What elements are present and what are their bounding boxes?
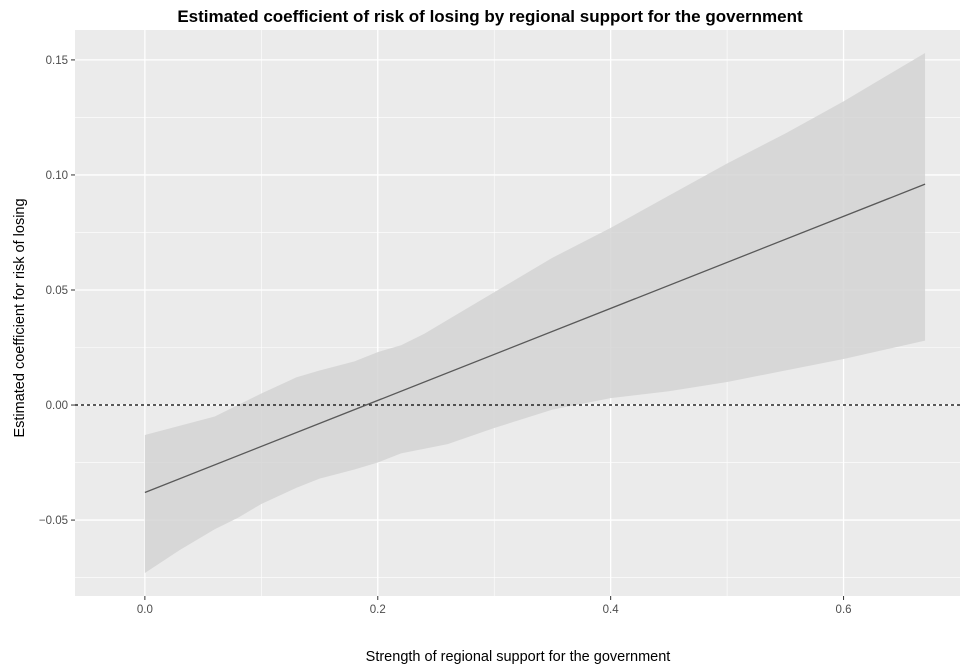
y-axis-title: Estimated coefficient for risk of losing bbox=[12, 198, 28, 437]
x-tick-label: 0.0 bbox=[137, 604, 153, 616]
y-tick-label: 0.15 bbox=[46, 55, 68, 67]
y-axis-ticks: −0.05 0.00 0.05 0.10 0.15 bbox=[39, 55, 75, 527]
estimate-line bbox=[144, 183, 926, 494]
y-tick-label: 0.10 bbox=[46, 170, 68, 182]
confidence-ribbon bbox=[144, 53, 926, 573]
x-tick-label: 0.6 bbox=[836, 604, 852, 616]
x-axis-title: Strength of regional support for the gov… bbox=[366, 649, 671, 665]
x-tick-label: 0.2 bbox=[370, 604, 386, 616]
x-tick-label: 0.4 bbox=[603, 604, 620, 616]
y-tick-label: 0.05 bbox=[46, 285, 68, 297]
x-axis-ticks: 0.0 0.2 0.4 0.6 bbox=[137, 596, 852, 616]
y-tick-label: 0.00 bbox=[46, 400, 68, 412]
chart-title: Estimated coefficient of risk of losing … bbox=[177, 7, 803, 26]
y-tick-label: −0.05 bbox=[39, 515, 68, 527]
